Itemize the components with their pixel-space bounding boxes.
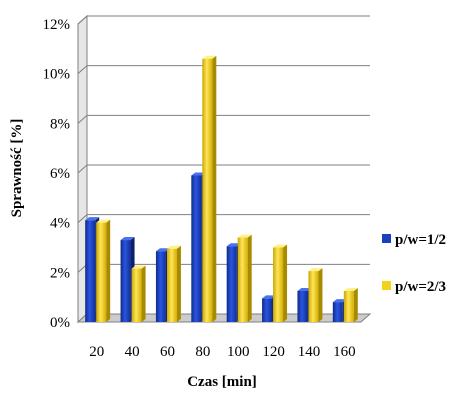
bar-top xyxy=(202,55,217,59)
gridline-side xyxy=(77,15,88,25)
bar-top xyxy=(332,299,347,303)
bar xyxy=(166,248,177,322)
legend-label: p/w=1/2 xyxy=(395,232,446,248)
x-tick-label: 100 xyxy=(227,344,250,360)
bar xyxy=(262,298,273,322)
x-tick-label: 80 xyxy=(195,344,210,360)
bar-top xyxy=(96,219,111,223)
bar xyxy=(308,271,319,322)
bar-top xyxy=(191,172,206,176)
y-tick-label: 10% xyxy=(43,67,71,83)
bar-side xyxy=(212,55,217,323)
x-tick-label: 40 xyxy=(125,344,140,360)
bar xyxy=(96,222,107,322)
x-tick-label: 140 xyxy=(298,344,321,360)
bar xyxy=(332,302,343,322)
bar xyxy=(273,247,284,322)
bar-top xyxy=(343,287,358,291)
bar xyxy=(237,237,248,322)
y-tick-label: 4% xyxy=(50,216,70,232)
bar xyxy=(155,251,166,322)
y-tick-label: 12% xyxy=(43,17,71,33)
bar-top xyxy=(155,248,170,252)
bar-side xyxy=(176,245,181,322)
x-tick-label: 60 xyxy=(160,344,175,360)
bar-top xyxy=(85,217,100,221)
bar-side xyxy=(106,219,111,322)
x-axis-title: Czas [min] xyxy=(187,374,257,390)
gridline-side xyxy=(77,114,88,124)
bar-top xyxy=(237,234,252,238)
bar xyxy=(85,220,96,322)
y-tick-label: 0% xyxy=(50,315,70,331)
bar-top xyxy=(120,237,135,241)
x-tick-label: 20 xyxy=(89,344,104,360)
bar xyxy=(131,268,142,322)
gridline-side xyxy=(77,214,88,224)
bars xyxy=(85,55,358,323)
y-tick-labels: 0% 2% 4% 6% 8% 10% 12% xyxy=(43,17,71,331)
bar xyxy=(120,240,131,322)
bar xyxy=(191,175,202,322)
bar xyxy=(226,246,237,322)
legend-swatch xyxy=(382,234,391,243)
bar xyxy=(297,290,308,322)
bar-side xyxy=(141,265,146,322)
bar-top xyxy=(273,244,288,248)
bar xyxy=(202,58,213,323)
gridline-side xyxy=(77,65,88,75)
gridline-side xyxy=(77,164,88,174)
legend-swatch xyxy=(382,281,391,290)
y-axis-title: Sprawność [%] xyxy=(9,119,25,218)
bar-top xyxy=(166,245,181,249)
y-tick-label: 2% xyxy=(50,265,70,281)
bar-top xyxy=(297,287,312,291)
y-tick-label: 8% xyxy=(50,116,70,132)
x-tick-labels: 20 40 60 80 100 120 140 160 xyxy=(89,344,355,360)
bar-top xyxy=(262,295,277,299)
legend: p/w=1/2 p/w=2/3 xyxy=(382,232,446,295)
bar-top xyxy=(131,265,146,269)
bar-top xyxy=(226,243,241,247)
x-tick-label: 160 xyxy=(333,344,356,360)
bar-top xyxy=(308,268,323,272)
bar-side xyxy=(283,244,288,322)
bar-side xyxy=(318,268,323,322)
gridlines xyxy=(77,15,370,273)
y-tick-label: 6% xyxy=(50,166,70,182)
bar xyxy=(343,290,354,322)
legend-label: p/w=2/3 xyxy=(395,279,446,295)
x-tick-label: 120 xyxy=(262,344,285,360)
bar-side xyxy=(353,287,358,322)
bar-side xyxy=(247,234,252,322)
